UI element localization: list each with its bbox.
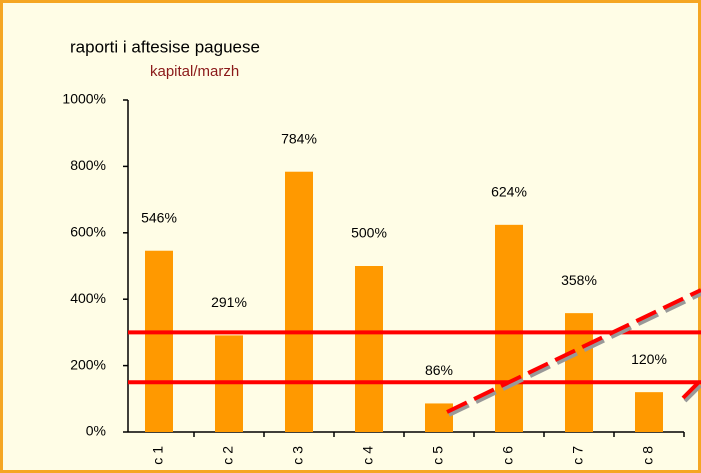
y-tick-label: 200% [70,356,106,372]
data-label: 784% [281,130,317,146]
bar [425,403,453,432]
y-tick-label: 400% [70,290,106,306]
trend-line [446,288,701,414]
chart-title: raporti i aftesise paguese [70,37,260,56]
data-label: 120% [631,351,667,367]
trend-shadow [683,382,701,403]
x-tick-label: c 5 [430,446,446,465]
y-tick-label: 800% [70,157,106,173]
x-tick-label: c 1 [150,446,166,465]
bar [145,250,173,432]
trend-line [681,378,701,400]
trend-shadow [448,291,701,417]
x-tick-label: c 3 [290,446,306,465]
x-tick-label: c 2 [220,446,236,465]
x-tick-label: c 6 [500,446,516,465]
data-label: 500% [351,225,387,241]
bar [635,392,663,432]
data-label: 358% [561,272,597,288]
y-tick-label: 1000% [62,91,106,107]
bar [355,266,383,432]
y-tick-label: 600% [70,224,106,240]
data-label: 86% [425,362,453,378]
bar [495,224,523,432]
x-tick-label: c 7 [570,446,586,465]
chart-subtitle: kapital/marzh [150,63,239,80]
data-label: 624% [491,184,527,200]
bar [285,171,313,432]
y-tick-label: 0% [86,423,106,439]
x-tick-label: c 8 [640,446,656,465]
data-label: 291% [211,294,247,310]
data-label: 546% [141,209,177,225]
x-tick-label: c 4 [360,446,376,465]
